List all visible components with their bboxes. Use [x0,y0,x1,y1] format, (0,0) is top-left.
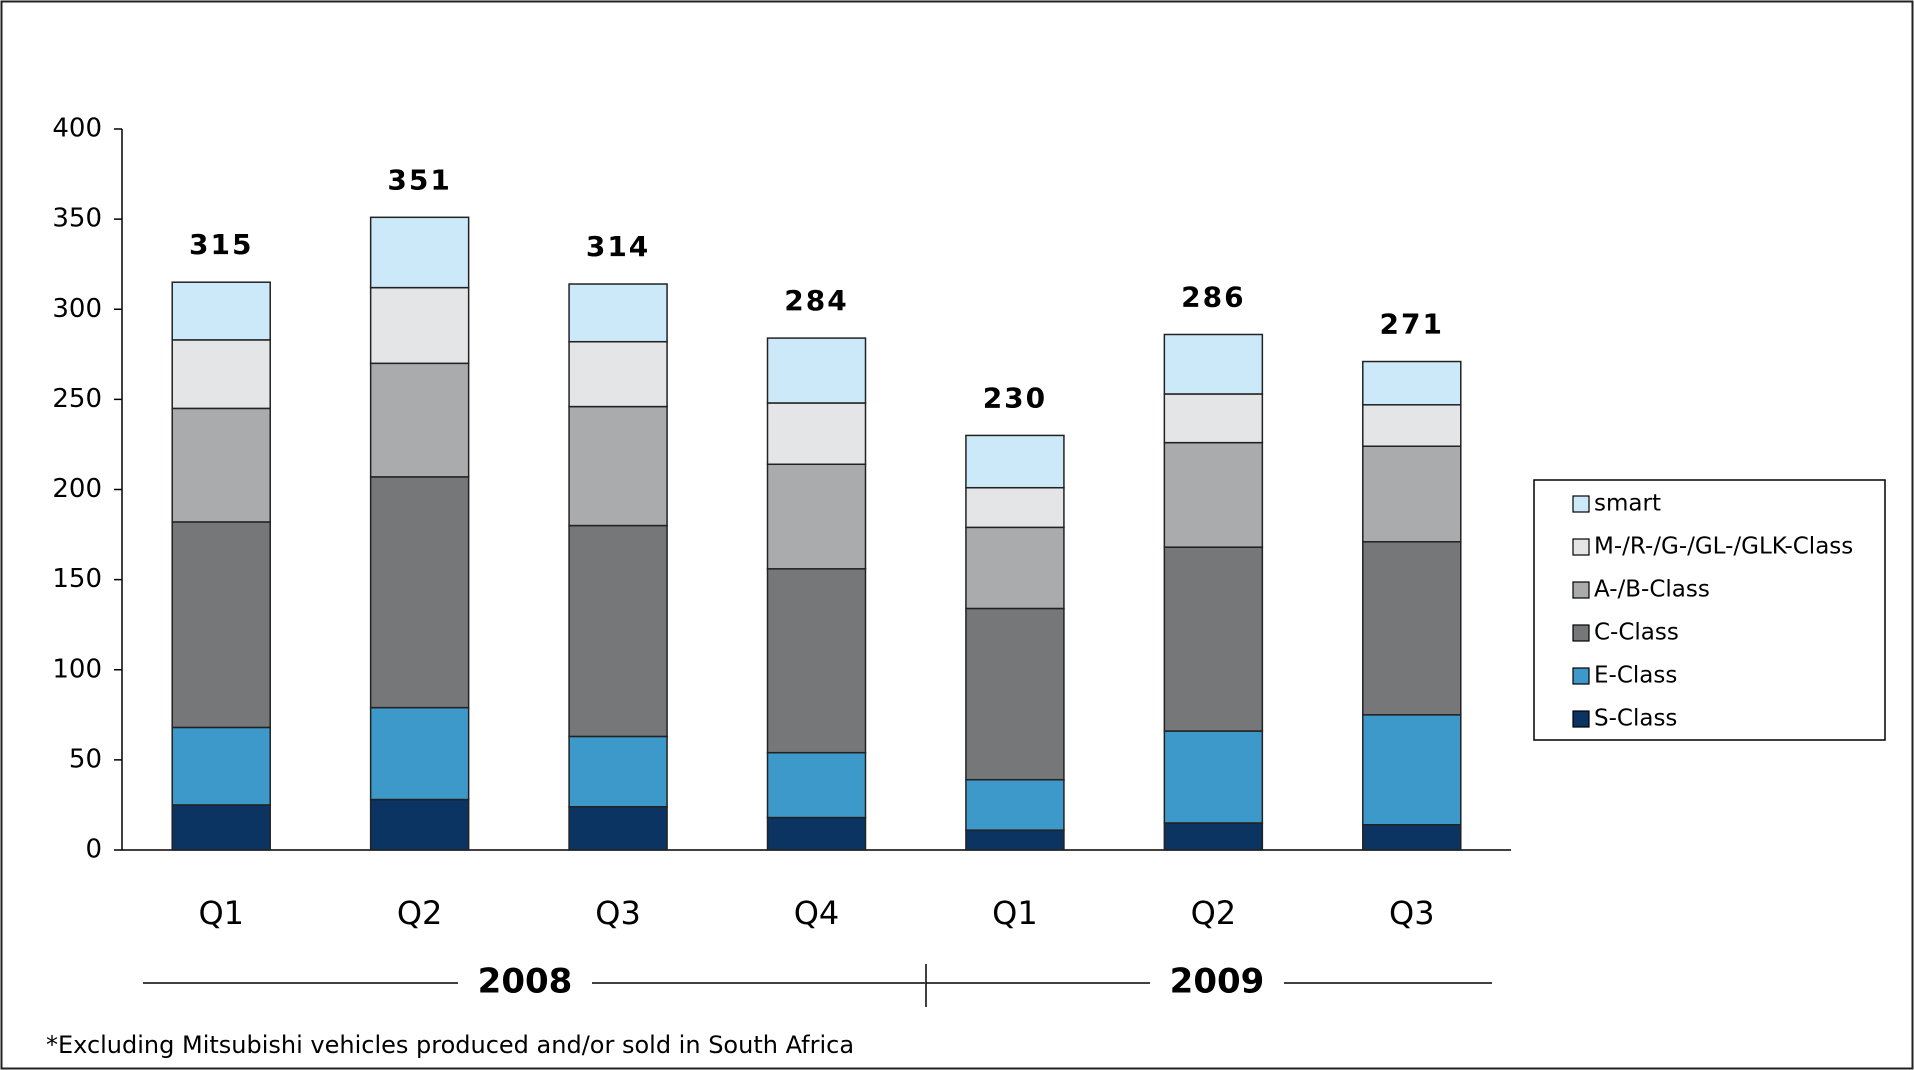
footnote: *Excluding Mitsubishi vehicles produced … [46,1031,854,1059]
bar-segment [1163,333,1264,395]
bar-segment [568,735,668,808]
bar-segment [171,521,271,729]
bar-segment [568,805,668,851]
bar-segment [965,829,1065,851]
bar-segment [1362,404,1462,447]
y-tick-label: 350 [52,204,102,234]
group-label: 2009 [1170,962,1265,1002]
total-label: 271 [1380,308,1444,341]
y-tick-label: 100 [52,654,102,684]
x-tick-label: Q1 [992,894,1038,932]
bar-segment [1163,546,1264,732]
y-tick-label: 50 [69,744,102,774]
x-tick-label: Q3 [595,894,641,932]
bar-segment [965,526,1065,610]
bar-segment [171,339,271,410]
bar-segment [766,568,867,754]
bar-segment [369,476,470,709]
bar-segment [965,486,1065,529]
legend-label: A-/B-Class [1594,577,1710,603]
legend-label: E-Class [1594,663,1677,689]
legend-label: C-Class [1594,620,1679,646]
x-tick-label: Q2 [1191,894,1237,932]
total-label: 314 [586,230,650,263]
bar-segment [766,337,867,404]
bar-segment [766,816,867,851]
legend-swatch [1572,581,1590,599]
bar-segment [369,286,470,365]
bar-segment [369,706,470,801]
total-label: 284 [784,284,848,317]
bar-segment [1163,393,1264,444]
bar-segment [1362,541,1462,716]
bar-segment [766,751,867,819]
total-label: 315 [189,228,253,261]
y-tick-label: 250 [52,384,102,414]
y-tick-label: 0 [85,835,102,865]
bar-segment [766,402,867,466]
bar-segment [766,463,867,570]
bar-segment [1362,714,1462,826]
bar-segment [369,362,470,478]
legend-label: S-Class [1594,706,1677,732]
y-tick-label: 400 [52,114,102,144]
legend-swatch [1572,495,1590,513]
x-tick-label: Q1 [198,894,244,932]
x-tick-label: Q2 [397,894,443,932]
bar-segment [1163,822,1264,851]
bar-segment [1362,445,1462,543]
x-tick-label: Q4 [794,894,840,932]
legend-swatch [1572,538,1590,556]
bar-segment [1362,824,1462,851]
legend-swatch [1572,624,1590,642]
bar-segment [965,434,1065,489]
bar-segment [171,804,271,851]
bar-segment [568,340,668,408]
y-tick-label: 200 [52,474,102,504]
legend-label: M-/R-/G-/GL-/GLK-Class [1594,534,1853,560]
bar-segment [568,283,668,343]
bar-segment [1163,441,1264,548]
x-tick-label: Q3 [1389,894,1435,932]
bar-segment [965,607,1065,781]
bar-segment [1163,730,1264,824]
bar-segment [171,407,271,523]
bar-segment [369,798,470,851]
bar-segment [965,778,1065,831]
bar-segment [171,726,271,806]
bar-segment [171,281,271,341]
legend-swatch [1572,667,1590,685]
y-tick-label: 150 [52,564,102,594]
group-label: 2008 [478,962,573,1002]
bar-segment [568,405,668,527]
bar-segment [568,524,668,738]
bar-segment [369,216,470,289]
total-label: 230 [983,381,1047,414]
total-label: 286 [1181,280,1245,313]
legend-box [1533,479,1886,741]
y-tick-label: 300 [52,294,102,324]
legend-swatch [1572,710,1590,728]
total-label: 351 [387,163,451,196]
bar-segment [1362,360,1462,406]
legend-label: smart [1594,491,1661,517]
